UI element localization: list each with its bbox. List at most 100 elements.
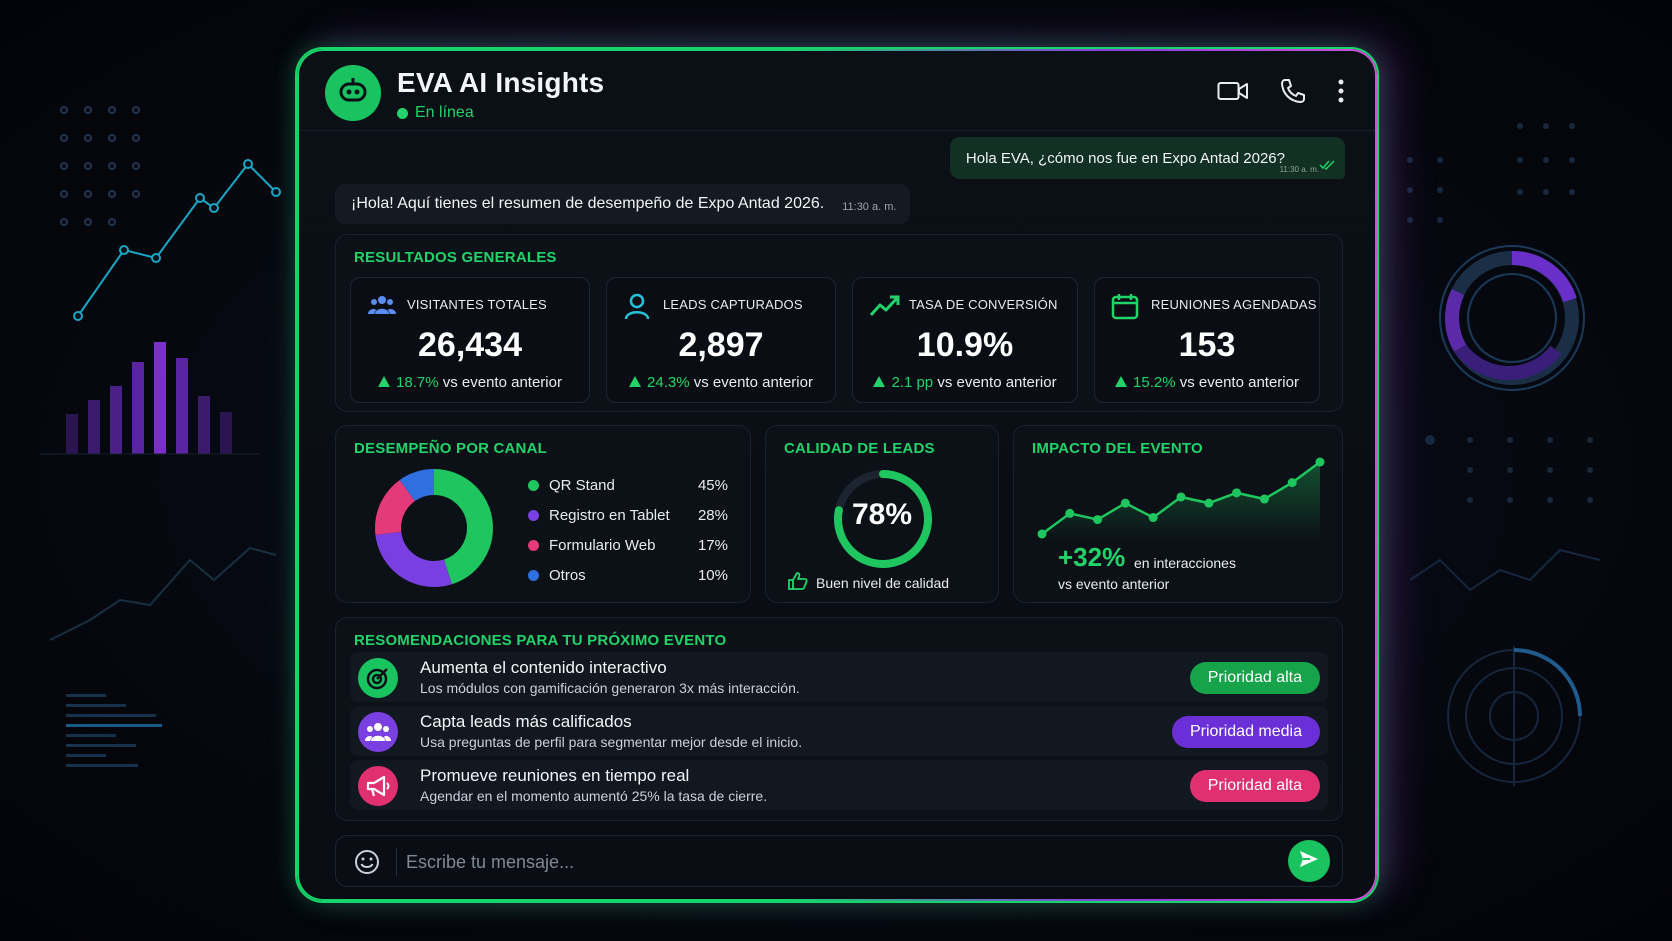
deco-ring-top xyxy=(1439,245,1585,391)
legend-name: QR Stand xyxy=(549,476,615,494)
legend-dot xyxy=(528,569,539,581)
up-arrow-icon xyxy=(1115,376,1128,387)
legend-dot xyxy=(528,539,539,551)
impact-sub: vs evento anterior xyxy=(1058,576,1170,592)
deco-line-chart xyxy=(77,162,277,317)
kpi-card-conversion: TASA DE CONVERSIÓN 10.9% 2.1 pp vs event… xyxy=(852,277,1078,403)
sparkline-point xyxy=(1120,498,1130,508)
online-status-label: En línea xyxy=(415,104,474,121)
incoming-message-time: 11:30 a. m. xyxy=(842,201,897,213)
priority-badge[interactable]: Prioridad media xyxy=(1171,716,1320,748)
legend-item: Formulario Web 17% xyxy=(528,530,728,560)
kpi-card-visitors: VISITANTES TOTALES 26,434 18.7% vs event… xyxy=(350,277,590,403)
bot-avatar xyxy=(325,65,381,121)
read-ticks-icon xyxy=(1319,158,1337,175)
phone-icon[interactable] xyxy=(1279,77,1307,110)
deco-ring-bottom xyxy=(1447,646,1582,786)
kpi-label: TASA DE CONVERSIÓN xyxy=(909,297,1058,312)
sparkline-point xyxy=(1148,513,1158,523)
quality-value: 78% xyxy=(851,498,913,531)
sparkline-point xyxy=(1204,498,1214,508)
up-arrow-icon xyxy=(378,376,391,387)
recommendation-item[interactable]: Capta leads más calificados Usa pregunta… xyxy=(350,706,1328,756)
header-actions xyxy=(1217,77,1345,110)
chat-header: EVA AI Insights En línea xyxy=(299,51,1375,131)
recommendation-item[interactable]: Promueve reuniones en tiempo real Agenda… xyxy=(350,760,1328,810)
up-arrow-icon xyxy=(873,376,886,387)
donut-slice xyxy=(375,469,493,587)
video-camera-icon[interactable] xyxy=(1217,79,1249,108)
kpi-change-suffix: vs evento anterior xyxy=(937,374,1057,391)
channel-donut-chart xyxy=(375,469,493,587)
recommendation-desc: Usa preguntas de perfil para segmentar m… xyxy=(420,734,803,750)
kpi-change: 2.1 pp vs evento anterior xyxy=(853,374,1077,391)
target-icon xyxy=(358,658,398,698)
quality-gauge xyxy=(834,470,932,568)
recommendation-item[interactable]: Aumenta el contenido interactivo Los mód… xyxy=(350,652,1328,702)
thumbs-up-icon xyxy=(788,572,808,593)
priority-badge[interactable]: Prioridad alta xyxy=(1189,770,1320,802)
sparkline-point xyxy=(1037,529,1047,539)
kpi-change-value: 15.2% xyxy=(1133,374,1176,391)
outgoing-message-time: 11:30 a. m. xyxy=(1279,165,1319,174)
recommendations-title: RESOMENDACIONES PARA TU PRÓXIMO EVENTO xyxy=(354,632,727,649)
recommendation-title: Promueve reuniones en tiempo real xyxy=(420,766,690,785)
deco-bars xyxy=(66,342,232,454)
trend-up-icon xyxy=(869,292,901,323)
donut-slice xyxy=(375,469,493,587)
kpi-label: VISITANTES TOTALES xyxy=(407,297,547,312)
recommendation-title: Capta leads más calificados xyxy=(420,712,632,731)
emoji-icon[interactable] xyxy=(354,849,380,880)
channel-panel: DESEMPEÑO POR CANAL QR Stand 45% Registro… xyxy=(335,425,751,603)
impact-panel: IMPACTO DEL EVENTO +32% en interacciones… xyxy=(1013,425,1343,603)
kpi-change-value: 18.7% xyxy=(396,374,439,391)
impact-title: IMPACTO DEL EVENTO xyxy=(1032,440,1203,457)
priority-badge[interactable]: Prioridad alta xyxy=(1189,662,1320,694)
sparkline-point xyxy=(1315,457,1325,467)
chat-window: EVA AI Insights En línea Hola EVA, ¿cómo… xyxy=(297,49,1377,901)
up-arrow-icon xyxy=(629,376,642,387)
online-dot xyxy=(397,107,408,119)
kpi-value: 10.9% xyxy=(916,326,1014,364)
recommendation-title: Aumenta el contenido interactivo xyxy=(420,658,667,677)
message-composer xyxy=(335,835,1343,887)
results-panel: RESULTADOS GENERALES VISITANTES TOTALES … xyxy=(335,234,1343,412)
megaphone-icon xyxy=(358,766,398,806)
sparkline-point xyxy=(1176,492,1186,502)
quality-title: CALIDAD DE LEADS xyxy=(784,440,935,457)
legend-value: 28% xyxy=(697,506,728,524)
kpi-label: REUNIONES AGENDADAS xyxy=(1151,297,1317,312)
legend-value: 45% xyxy=(697,476,728,494)
kpi-card-meetings: REUNIONES AGENDADAS 153 15.2% vs evento … xyxy=(1094,277,1320,403)
legend-item: QR Stand 45% xyxy=(528,470,728,500)
legend-item: Otros 10% xyxy=(528,560,728,590)
legend-name: Formulario Web xyxy=(549,536,656,554)
more-vertical-icon[interactable] xyxy=(1337,78,1345,109)
recommendation-desc: Los módulos con gamificación generaron 3… xyxy=(420,680,800,696)
send-button[interactable] xyxy=(1288,840,1330,882)
app-title: EVA AI Insights xyxy=(397,67,605,98)
legend-item: Registro en Tablet 28% xyxy=(528,500,728,530)
message-input[interactable] xyxy=(406,844,1226,880)
kpi-value: 26,434 xyxy=(418,326,522,364)
impact-label: en interacciones xyxy=(1134,555,1236,571)
kpi-value: 2,897 xyxy=(678,326,764,364)
dot-grid-left xyxy=(60,106,140,226)
legend-dot xyxy=(528,509,539,521)
kpi-change: 18.7% vs evento anterior xyxy=(351,374,589,391)
sparkline-point xyxy=(1259,494,1269,504)
people-icon xyxy=(367,292,397,323)
recommendation-desc: Agendar en el momento aumentó 25% la tas… xyxy=(420,788,768,804)
group-icon xyxy=(358,712,398,752)
outgoing-message: Hola EVA, ¿cómo nos fue en Expo Antad 20… xyxy=(949,137,1345,179)
outgoing-message-text: Hola EVA, ¿cómo nos fue en Expo Antad 20… xyxy=(965,149,1285,167)
channel-title: DESEMPEÑO POR CANAL xyxy=(354,440,547,457)
sparkline-point xyxy=(1232,488,1242,498)
kpi-change-value: 2.1 pp xyxy=(891,374,934,391)
kpi-change: 24.3% vs evento anterior xyxy=(607,374,835,391)
send-icon xyxy=(1298,848,1320,875)
legend-dot xyxy=(528,479,539,491)
quality-panel: CALIDAD DE LEADS 78% Buen nivel de calid… xyxy=(765,425,999,603)
gauge-fill xyxy=(834,470,932,568)
